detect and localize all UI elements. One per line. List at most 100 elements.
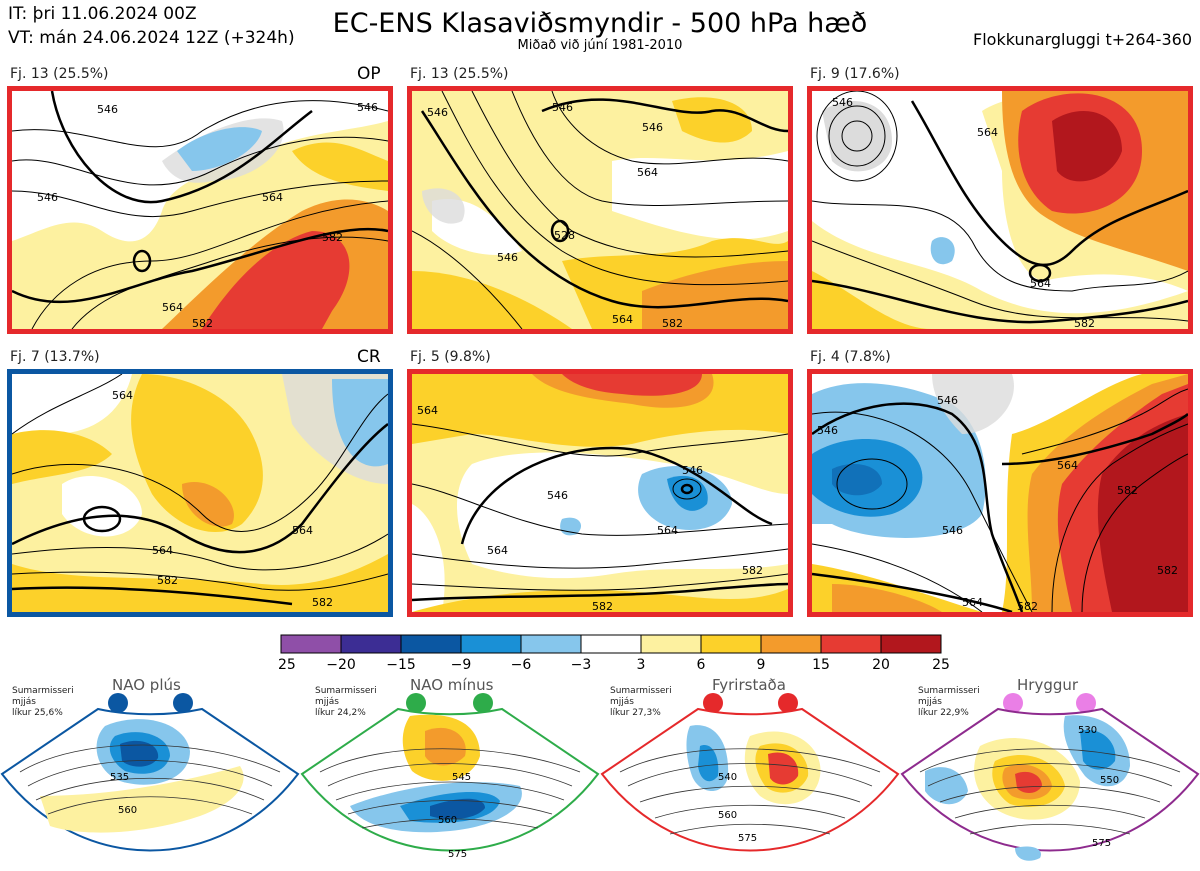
- regime-contour-label: 575: [1092, 838, 1111, 849]
- panel-2-label: Fj. 13 (25.5%): [410, 66, 509, 82]
- cluster-map-3: 546 564 564 582: [807, 86, 1193, 334]
- panel-1-tag: OP: [357, 64, 381, 84]
- panel-3-label: Fj. 9 (17.6%): [810, 66, 900, 82]
- contour-label: 582: [592, 600, 613, 612]
- contour-label: 564: [1030, 277, 1051, 290]
- regime-contour-label: 545: [452, 772, 471, 783]
- contour-label: 582: [662, 317, 683, 329]
- regime-marker-icon: [108, 693, 128, 713]
- panel-1-label: Fj. 13 (25.5%): [10, 66, 109, 82]
- panel-5-label: Fj. 5 (9.8%): [410, 349, 491, 365]
- valid-time: VT: mán 24.06.2024 12Z (+324h): [8, 28, 295, 48]
- colorbar-tick-label: −3: [571, 657, 592, 673]
- regime-nao-plus: NAO plús Sumarmisseri mjjás líkur 25,6% …: [0, 676, 300, 871]
- contour-label: 546: [937, 394, 958, 407]
- contour-label: 546: [97, 103, 118, 116]
- colorbar-tick-label: −6: [511, 657, 532, 673]
- regime-note: mjjás: [12, 697, 36, 707]
- regime-contour-label: 550: [1100, 775, 1119, 786]
- contour-label: 546: [817, 424, 838, 437]
- colorbar-swatch: [580, 634, 642, 654]
- contour-label: 582: [1157, 564, 1178, 577]
- contour-label: 546: [642, 121, 663, 134]
- regime-marker-icon: [406, 693, 426, 713]
- colorbar-tick-label: 6: [697, 657, 706, 673]
- regime-note: líkur 22,9%: [918, 708, 969, 718]
- colorbar-swatch: [820, 634, 882, 654]
- contour-label: 582: [742, 564, 763, 577]
- panel-6-label: Fj. 4 (7.8%): [810, 349, 891, 365]
- contour-label: 582: [157, 574, 178, 587]
- colorbar-tick-label: 15: [812, 657, 830, 673]
- contour-label: 546: [37, 191, 58, 204]
- colorbar-swatch: [640, 634, 702, 654]
- contour-label: 564: [637, 166, 658, 179]
- panel-4-label: Fj. 7 (13.7%): [10, 349, 100, 365]
- contour-label: 546: [427, 106, 448, 119]
- contour-label: 546: [552, 101, 573, 114]
- regime-nao-minus: NAO mínus Sumarmisseri mjjás líkur 24,2%…: [300, 676, 600, 871]
- colorbar-tick-label: −20: [326, 657, 356, 673]
- regime-note: líkur 25,6%: [12, 708, 63, 718]
- contour-label: 528: [554, 229, 575, 242]
- regime-name: Fyrirstaða: [712, 676, 786, 694]
- regime-contour-label: 560: [438, 815, 457, 826]
- regime-note: Sumarmisseri: [610, 686, 672, 696]
- contour-label: 564: [962, 596, 983, 609]
- regime-note: Sumarmisseri: [315, 686, 377, 696]
- regime-contour-label: 560: [718, 810, 737, 821]
- regime-ridge: Hryggur Sumarmisseri mjjás líkur 22,9% 5…: [900, 676, 1200, 871]
- regime-name: Hryggur: [1017, 676, 1079, 694]
- colorbar-swatch: [760, 634, 822, 654]
- contour-label: 582: [192, 317, 213, 329]
- color-scale: −25 −20 −15 −9 −6 −3 3 6 9 15 20 25: [279, 634, 950, 673]
- regime-contour-label: 530: [1078, 725, 1097, 736]
- regime-note: Sumarmisseri: [918, 686, 980, 696]
- regime-contour-label: 540: [718, 772, 737, 783]
- contour-label: 564: [292, 524, 313, 537]
- contour-label: 564: [487, 544, 508, 557]
- regime-note: líkur 27,3%: [610, 708, 661, 718]
- cluster-map-1: 546 546 546 564 582 564 582: [7, 86, 393, 334]
- page-subtitle: Miðað við júní 1981-2010: [517, 38, 683, 53]
- regime-note: Sumarmisseri: [12, 686, 74, 696]
- regime-name: NAO mínus: [410, 676, 494, 694]
- regime-contour-label: 560: [118, 805, 137, 816]
- colorbar-swatch: [700, 634, 762, 654]
- colorbar-tick-label: −25: [279, 657, 296, 673]
- regime-note: mjjás: [315, 697, 339, 707]
- contour-label: 546: [832, 96, 853, 109]
- cluster-map-6: 546 546 564 546 582 564 582 582: [807, 369, 1193, 617]
- contour-label: 546: [357, 101, 378, 114]
- colorbar-swatch: [340, 634, 402, 654]
- page-title: EC-ENS Klasaviðsmyndir - 500 hPa hæð: [332, 8, 868, 39]
- colorbar-tick-label: 20: [872, 657, 890, 673]
- contour-label: 564: [262, 191, 283, 204]
- colorbar-swatch: [280, 634, 342, 654]
- contour-label: 564: [977, 126, 998, 139]
- cluster-map-2: 546 546 546 564 528 546 564 582: [407, 86, 793, 334]
- regime-note: mjjás: [918, 697, 942, 707]
- cluster-map-5: 564 546 546 564 564 582 582: [407, 369, 793, 617]
- contour-label: 582: [1117, 484, 1138, 497]
- regime-contour-label: 535: [110, 772, 129, 783]
- contour-label: 546: [497, 251, 518, 264]
- colorbar-tick-label: 25: [932, 657, 950, 673]
- colorbar-tick-label: −15: [386, 657, 416, 673]
- regime-name: NAO plús: [112, 676, 181, 694]
- regime-marker-icon: [1076, 693, 1096, 713]
- cluster-map-4: 564 564 564 582 582: [7, 369, 393, 617]
- colorbar-tick-label: 3: [637, 657, 646, 673]
- regime-note: líkur 24,2%: [315, 708, 366, 718]
- colorbar-swatch: [400, 634, 462, 654]
- init-time: IT: þri 11.06.2024 00Z: [8, 4, 197, 24]
- regime-contour-label: 575: [448, 849, 467, 860]
- contour-label: 546: [547, 489, 568, 502]
- regime-marker-icon: [173, 693, 193, 713]
- regime-marker-icon: [778, 693, 798, 713]
- contour-label: 564: [112, 389, 133, 402]
- regime-blocking: Fyrirstaða Sumarmisseri mjjás líkur 27,3…: [600, 676, 900, 871]
- contour-label: 564: [612, 313, 633, 326]
- regime-marker-icon: [473, 693, 493, 713]
- contour-label: 582: [312, 596, 333, 609]
